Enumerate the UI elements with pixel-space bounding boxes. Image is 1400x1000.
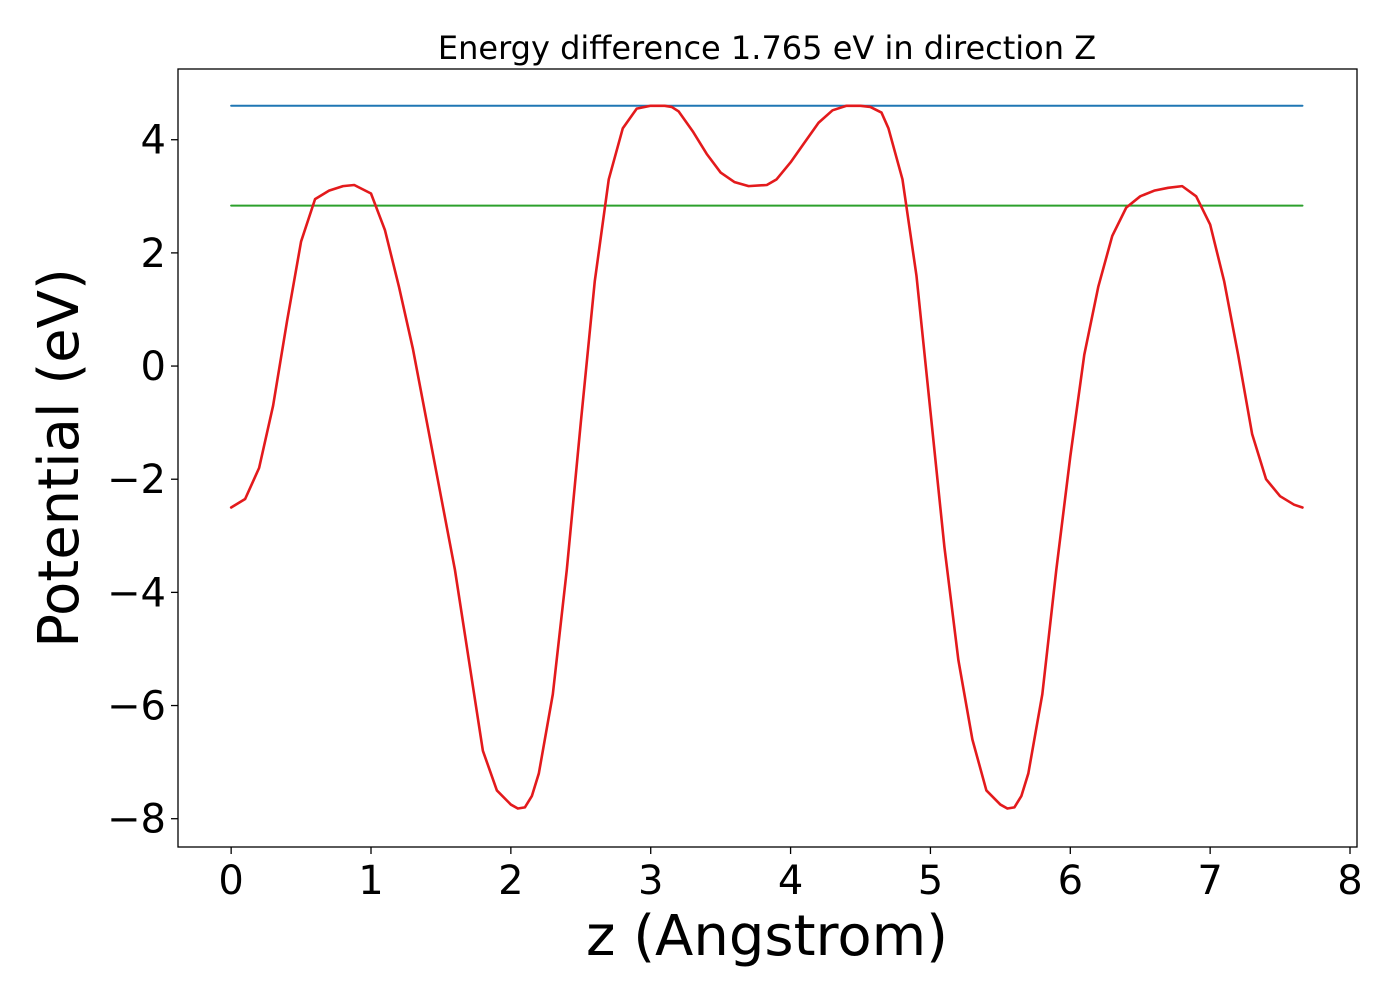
x-tick-label: 8 (1337, 858, 1362, 904)
y-tick-label: 2 (141, 231, 166, 277)
chart-title: Energy difference 1.765 eV in direction … (438, 29, 1096, 67)
y-tick-label: −6 (107, 684, 166, 730)
x-tick-label: 0 (218, 858, 243, 904)
y-tick-label: 4 (141, 118, 166, 164)
x-tick-label: 4 (778, 858, 803, 904)
x-tick-label: 6 (1058, 858, 1083, 904)
y-axis: −8 −6 −4 −2 0 2 4 (107, 118, 178, 843)
axes-frame (177, 68, 1358, 848)
x-tick-label: 7 (1197, 858, 1222, 904)
plot-area (229, 104, 1304, 810)
x-axis-label: z (Angstrom) (586, 904, 948, 969)
x-tick-label: 3 (638, 858, 663, 904)
x-axis: 0 1 2 3 4 5 6 7 8 (218, 847, 1363, 904)
y-tick-label: −4 (107, 570, 166, 616)
x-tick-label: 1 (358, 858, 383, 904)
x-tick-label: 2 (498, 858, 523, 904)
y-tick-label: −2 (107, 457, 166, 503)
potential-curve (229, 104, 1304, 810)
y-axis-label: Potential (eV) (27, 268, 92, 648)
y-tick-label: 0 (141, 344, 166, 390)
y-tick-label: −8 (107, 797, 166, 843)
x-tick-label: 5 (918, 858, 943, 904)
